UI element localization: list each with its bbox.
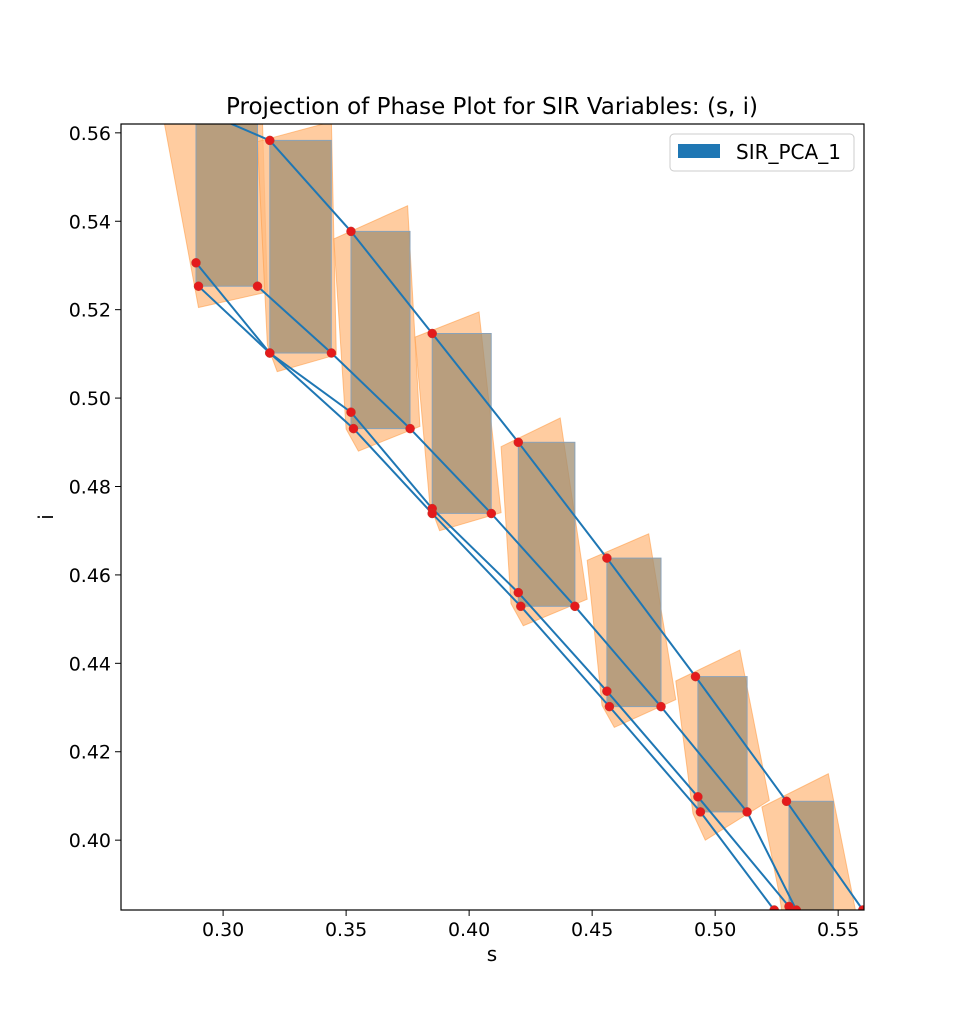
reachable-set-layer xyxy=(163,124,856,910)
plot-area-frame xyxy=(120,123,865,911)
sample-point-2-1 xyxy=(193,281,204,291)
sample-point-3-7 xyxy=(742,807,752,817)
sample-point-3-8 xyxy=(791,905,802,910)
sample-point-1-3 xyxy=(346,407,356,417)
interval-box-8 xyxy=(788,800,834,910)
sample-point-1-7 xyxy=(693,792,703,802)
trajectory-line-1 xyxy=(195,262,790,908)
interval-box-2 xyxy=(269,139,332,354)
x-tick-label: 0.30 xyxy=(202,919,244,941)
sample-point-layer xyxy=(191,135,864,910)
sample-point-4-7 xyxy=(690,671,701,682)
x-tick-label: 0.45 xyxy=(571,919,613,941)
chart-title: Projection of Phase Plot for SIR Variabl… xyxy=(226,94,758,120)
sample-point-3-4 xyxy=(486,508,497,519)
sample-point-4-9 xyxy=(858,905,864,910)
sample-point-2-5 xyxy=(516,601,526,612)
y-tick-label: 0.52 xyxy=(69,300,111,322)
x-axis-ticks: 0.30 0.35 0.40 0.45 0.50 0.55 xyxy=(202,910,859,941)
y-tick-label: 0.42 xyxy=(69,742,111,764)
legend-frame xyxy=(669,133,855,172)
sample-point-3-2 xyxy=(326,348,337,358)
sample-point-2-7 xyxy=(695,807,706,817)
interval-box-3 xyxy=(350,230,411,430)
x-tick-label: 0.50 xyxy=(694,919,736,941)
y-axis-label: i xyxy=(34,514,58,520)
sample-point-4-6 xyxy=(602,553,612,563)
legend-patch xyxy=(678,144,720,158)
sample-point-3-5 xyxy=(570,601,580,612)
interval-box-5 xyxy=(517,441,576,607)
sample-point-2-6 xyxy=(604,701,615,712)
interval-box-1 xyxy=(195,124,258,287)
trajectory-line-3 xyxy=(256,285,798,910)
interval-box-6 xyxy=(606,557,662,708)
sample-point-4-3 xyxy=(346,226,356,237)
legend: SIR_PCA_1 xyxy=(669,133,855,172)
y-tick-label: 0.46 xyxy=(69,565,111,587)
x-axis-label: s xyxy=(487,942,497,966)
sample-point-1-6 xyxy=(602,686,612,696)
y-tick-label: 0.40 xyxy=(69,830,111,852)
interval-box-4 xyxy=(431,333,492,514)
sample-point-2-4 xyxy=(427,508,437,519)
y-tick-label: 0.44 xyxy=(69,653,111,675)
trajectory-line-2 xyxy=(197,285,775,910)
sample-point-2-2 xyxy=(265,348,275,358)
interval-box-7 xyxy=(697,676,748,813)
legend-label: SIR_PCA_1 xyxy=(736,140,841,164)
x-tick-label: 0.55 xyxy=(817,919,859,941)
sample-point-4-2 xyxy=(265,135,275,146)
sample-point-4-8 xyxy=(781,796,792,807)
sample-point-3-6 xyxy=(656,701,666,712)
sample-point-4-4 xyxy=(427,328,437,339)
y-tick-label: 0.48 xyxy=(69,476,111,498)
sample-point-3-3 xyxy=(405,423,415,434)
sample-point-2-8 xyxy=(769,905,779,910)
sample-point-1-1 xyxy=(191,258,201,268)
y-tick-label: 0.56 xyxy=(69,123,111,145)
x-tick-label: 0.35 xyxy=(325,919,367,941)
sample-point-4-5 xyxy=(513,437,524,448)
y-tick-label: 0.50 xyxy=(69,388,111,410)
y-tick-label: 0.54 xyxy=(69,211,111,233)
x-tick-label: 0.40 xyxy=(448,919,490,941)
sample-point-2-3 xyxy=(348,423,359,434)
y-axis-ticks: 0.40 0.42 0.44 0.46 0.48 0.50 0.52 0.54 0.56 xyxy=(69,123,121,852)
interval-box-layer xyxy=(195,124,834,910)
sample-point-3-1 xyxy=(252,281,263,291)
sample-point-1-5 xyxy=(513,587,524,598)
